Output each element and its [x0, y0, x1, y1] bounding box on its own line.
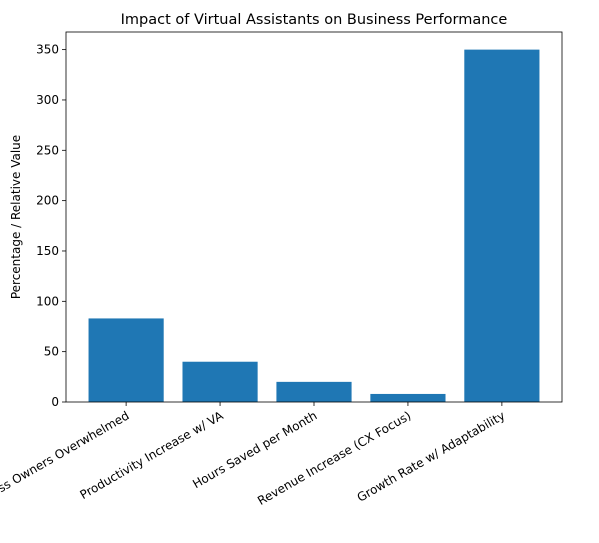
y-tick-label: 100: [36, 294, 59, 308]
bar: [464, 49, 540, 402]
y-tick-label: 250: [36, 143, 59, 157]
bar: [88, 318, 164, 402]
y-tick-label: 200: [36, 194, 59, 208]
bar: [276, 381, 352, 402]
bar: [370, 393, 446, 402]
chart-title: Impact of Virtual Assistants on Business…: [121, 12, 508, 28]
plot-frame: [65, 31, 563, 403]
y-axis-label: Percentage / Relative Value: [9, 135, 23, 299]
x-tick-label: Growth Rate w/ Adaptability: [355, 408, 508, 504]
x-tick-label: Revenue Increase (CX Focus): [255, 408, 413, 507]
y-tick-label: 50: [44, 345, 59, 359]
x-tick-label: Business Owners Overwhelmed: [0, 408, 132, 515]
y-tick-label: 150: [36, 244, 59, 258]
y-tick-label: 350: [36, 43, 59, 57]
y-tick-label: 0: [51, 395, 59, 409]
y-tick-label: 300: [36, 93, 59, 107]
bar: [182, 361, 258, 402]
